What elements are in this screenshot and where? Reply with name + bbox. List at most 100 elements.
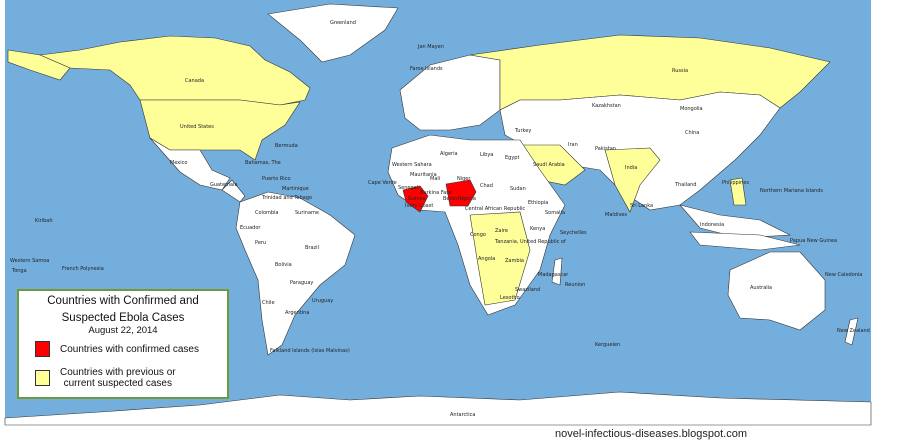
- legend-title-line1: Countries with Confirmed and: [47, 295, 199, 307]
- mexico: [149, 137, 231, 191]
- map-label: Kiribati: [35, 218, 53, 224]
- map-label: Zambia: [505, 258, 524, 264]
- map-label: Lesotho: [500, 295, 520, 301]
- legend-title-line2: Suspected Ebola Cases: [61, 312, 185, 324]
- map-label: Bolivia: [275, 262, 292, 268]
- map-label: Uruguay: [312, 298, 334, 304]
- philippines: [729, 177, 747, 206]
- legend-label: Countries with previous or: [60, 367, 176, 378]
- map-label: Saudi Arabia: [533, 162, 565, 168]
- map-label: Benin: [443, 196, 458, 202]
- map-label: Western Samoa: [10, 258, 50, 264]
- europe: [399, 54, 501, 131]
- map-label: Seychelles: [560, 230, 587, 236]
- new-zealand: [844, 317, 859, 346]
- map-label: Kazakhstan: [592, 103, 621, 109]
- south-america: [235, 191, 356, 356]
- india: [604, 147, 661, 213]
- indonesia: [689, 231, 801, 251]
- map-label: Swaziland: [515, 287, 541, 293]
- map-label: Egypt: [505, 155, 520, 161]
- map-label: French Polynesia: [62, 266, 104, 272]
- map-label: Angola: [478, 256, 496, 262]
- nigeria: [445, 179, 477, 207]
- map-label: Papua New Guinea: [790, 238, 838, 244]
- legend-item-confirmed: Countries with confirmed cases: [35, 341, 199, 357]
- map-label: Canada: [185, 78, 205, 84]
- legend-item-suspected: Countries with previous or current suspe…: [35, 367, 176, 389]
- map-label: Argentina: [285, 310, 310, 316]
- map-label: Greenland: [330, 20, 356, 26]
- map-label: Ethiopia: [528, 200, 549, 206]
- map-label: New Zealand: [837, 328, 870, 334]
- map-label: Bahamas, The: [245, 160, 281, 166]
- canada: [38, 35, 311, 106]
- map-label: Antarctica: [450, 412, 476, 418]
- map-label: Guinea: [408, 196, 426, 202]
- map-label: Northern Mariana Islands: [760, 188, 823, 194]
- map-label: India: [625, 165, 638, 171]
- map-label: Sri Lanka: [630, 203, 654, 209]
- map-label: Algeria: [440, 151, 458, 157]
- map-label: Paraguay: [290, 280, 314, 286]
- map-label: Indonesia: [700, 222, 725, 228]
- map-label: Falkland Islands (Islas Malvinas): [270, 348, 350, 354]
- map-label: Faroe Islands: [410, 66, 443, 72]
- southeast-asia: [679, 204, 792, 239]
- map-label: Cape Verde: [368, 180, 397, 186]
- map-label: New Caledonia: [825, 272, 863, 278]
- map-label: Kerguelen: [595, 342, 621, 348]
- credit-text: novel-infectious-diseases.blogspot.com: [555, 428, 747, 440]
- map-label: Turkey: [515, 128, 532, 134]
- map-label: Mexico: [170, 160, 188, 166]
- map-label: Guatemala: [210, 182, 238, 188]
- map-label: Nigeria: [458, 196, 476, 202]
- map-label: Mongolia: [680, 106, 703, 112]
- map-label: Congo: [470, 232, 486, 238]
- map-label: Tonga: [12, 268, 27, 274]
- confirmed-swatch: [35, 341, 50, 357]
- map-label: Pakistan: [595, 146, 616, 152]
- map-label: Chile: [262, 300, 275, 306]
- guinea-sierra-leone-liberia: [402, 185, 429, 213]
- map-label: Libya: [480, 152, 494, 158]
- map-label: Trinidad and Tobago: [262, 195, 313, 201]
- map-label: Philippines: [722, 180, 749, 186]
- map-label: Niger: [457, 176, 471, 182]
- africa-suspected: [469, 211, 531, 306]
- map-label: Ivory Coast: [405, 203, 434, 209]
- legend-label: current suspected cases: [63, 378, 172, 389]
- map-label: Colombia: [255, 210, 279, 216]
- map-label: Brazil: [305, 245, 319, 251]
- map-label: Central African Republic: [465, 206, 526, 212]
- map-label: United States: [180, 124, 214, 130]
- map-label: Iran: [568, 142, 578, 148]
- map-label: Jan Mayen: [418, 44, 444, 50]
- australia: [727, 251, 826, 331]
- map-label: Sudan: [510, 186, 526, 192]
- legend-label: Countries with confirmed cases: [60, 343, 199, 355]
- legend: Countries with Confirmed and Suspected E…: [17, 289, 229, 399]
- antarctica: [4, 391, 872, 426]
- alaska: [7, 49, 71, 81]
- map-label: Puerto Rico: [262, 176, 291, 182]
- map-label: Peru: [255, 240, 267, 246]
- map-label: Somalia: [545, 210, 566, 216]
- map-label: Madagascar: [538, 272, 569, 278]
- map-label: Mali: [430, 176, 441, 182]
- map-label: Bermuda: [275, 143, 298, 149]
- map-label: Reunion: [565, 282, 586, 288]
- map-label: Australia: [750, 285, 773, 291]
- greenland: [267, 3, 399, 63]
- map-label: Chad: [480, 183, 493, 189]
- map-label: Martinique: [282, 186, 309, 192]
- map-label: Senegal: [398, 185, 419, 191]
- map-label: Burkina Faso: [420, 190, 452, 196]
- map-label: Tanzania, United Republic of: [495, 239, 566, 245]
- map-label: Zaire: [495, 228, 508, 234]
- map-label: Russia: [672, 68, 689, 74]
- suspected-swatch: [35, 370, 50, 386]
- map-label: Maldives: [605, 212, 627, 218]
